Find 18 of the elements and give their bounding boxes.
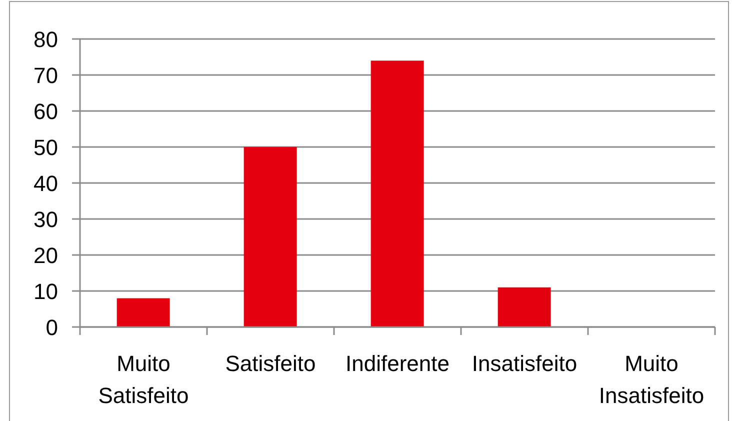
bar [370,60,424,327]
y-tick-label: 40 [34,170,58,196]
x-tick-label: Indiferente [346,351,450,376]
y-tick-label: 80 [34,26,58,52]
bar [116,298,170,327]
y-tick-label: 30 [34,206,58,232]
y-tick-label: 60 [34,98,58,124]
x-tick-label: Satisfeito [225,351,316,376]
x-tick-label: Muito Satisfeito [98,351,189,408]
y-tick-label: 20 [34,242,58,268]
y-tick-label: 50 [34,134,58,160]
y-tick-label: 0 [46,314,58,340]
y-tick-label: 70 [34,62,58,88]
y-tick-label: 10 [34,278,58,304]
x-tick-label: Muito Insatisfeito [598,351,704,408]
x-tick-label: Insatisfeito [472,351,578,376]
bar [244,147,297,327]
bar [498,287,551,327]
